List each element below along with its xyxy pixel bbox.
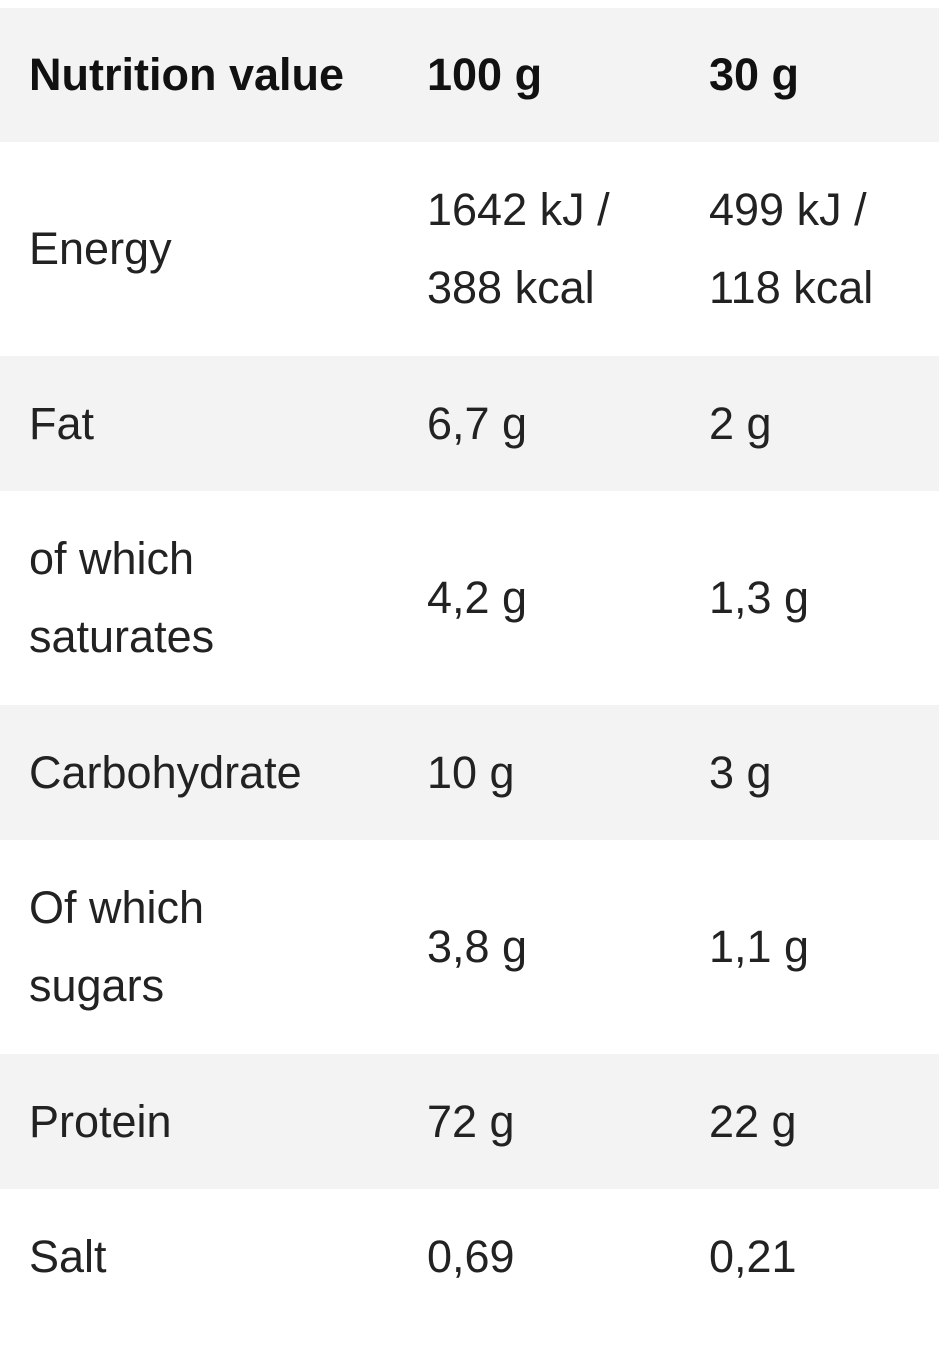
- header-per-100g: 100 g: [427, 49, 543, 100]
- table-row-sugars: Of which sugars 3,8 g 1,1 g: [0, 840, 939, 1054]
- row-label: of which saturates: [0, 520, 427, 676]
- row-label: Energy: [0, 210, 427, 288]
- row-label: Salt: [29, 1230, 107, 1282]
- table-row-energy: Energy 1642 kJ / 388 kcal 499 kJ / 118 k…: [0, 142, 939, 356]
- row-value-30g: 0,21: [709, 1230, 797, 1282]
- row-value-100g: 4,2 g: [427, 572, 528, 623]
- row-value-30g: 3 g: [709, 746, 772, 798]
- row-label: Of which sugars: [0, 869, 427, 1025]
- row-label: Protein: [29, 1095, 172, 1147]
- row-label: Carbohydrate: [29, 746, 302, 798]
- row-value-100g: 1642 kJ / 388 kcal: [427, 171, 709, 327]
- value-line: 118 kcal: [709, 262, 874, 313]
- table-row-fat: Fat 6,7 g 2 g: [0, 356, 939, 491]
- value-line: 388 kcal: [427, 262, 595, 313]
- row-value-30g: 22 g: [709, 1095, 797, 1147]
- row-label-line: of which: [29, 533, 195, 584]
- header-nutrient: Nutrition value: [29, 49, 345, 100]
- row-label-line: Of which: [29, 882, 205, 933]
- row-value-100g: 6,7 g: [427, 397, 528, 449]
- row-value-100g: 0,69: [427, 1230, 515, 1282]
- table-header-row: Nutrition value 100 g 30 g: [0, 8, 939, 142]
- header-per-30g: 30 g: [709, 49, 800, 100]
- table-row-protein: Protein 72 g 22 g: [0, 1054, 939, 1189]
- table-row-carbohydrate: Carbohydrate 10 g 3 g: [0, 705, 939, 840]
- table-row-salt: Salt 0,69 0,21: [0, 1189, 939, 1324]
- row-label: Fat: [29, 397, 95, 449]
- table-row-saturates: of which saturates 4,2 g 1,3 g: [0, 491, 939, 705]
- row-label-line: saturates: [29, 611, 215, 662]
- row-label-line: Energy: [29, 223, 172, 274]
- row-value-30g: 1,1 g: [709, 921, 810, 972]
- row-value-30g: 2 g: [709, 397, 772, 449]
- row-value-100g: 10 g: [427, 746, 515, 798]
- value-line: 499 kJ /: [709, 184, 867, 235]
- nutrition-table: Nutrition value 100 g 30 g Energy 1642 k…: [0, 8, 939, 1324]
- value-line: 1642 kJ /: [427, 184, 610, 235]
- row-value-100g: 72 g: [427, 1095, 515, 1147]
- row-value-100g: 3,8 g: [427, 921, 528, 972]
- row-label-line: sugars: [29, 960, 165, 1011]
- row-value-30g: 1,3 g: [709, 572, 810, 623]
- row-value-30g: 499 kJ / 118 kcal: [709, 171, 939, 327]
